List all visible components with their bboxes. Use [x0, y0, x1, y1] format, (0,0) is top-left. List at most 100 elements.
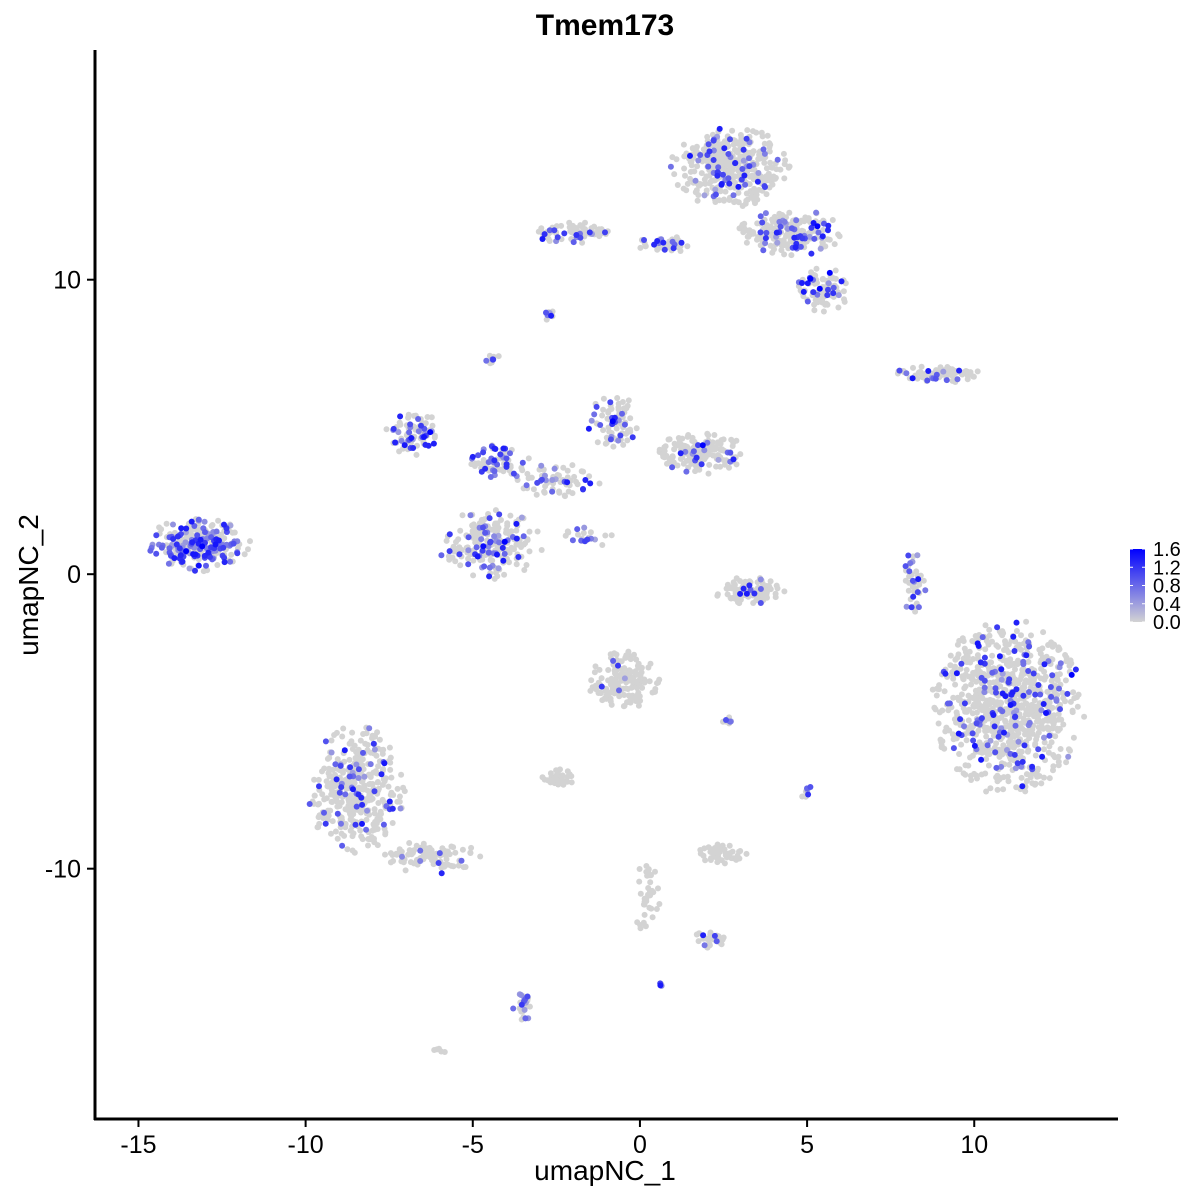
cell-point [982, 770, 989, 777]
cell-point [415, 416, 422, 422]
cell-point [495, 524, 502, 531]
cell-point [431, 854, 438, 861]
cell-point [735, 183, 742, 190]
cell-point [441, 1049, 448, 1055]
cell-point [903, 603, 910, 610]
cell-point [441, 863, 448, 870]
cell-point [757, 576, 764, 583]
cell-point [158, 544, 165, 551]
cell-point [571, 473, 578, 480]
cell-point [815, 229, 822, 236]
cell-point [707, 857, 714, 863]
cell-point [495, 532, 502, 539]
cell-point [936, 709, 943, 716]
cell-point [1011, 751, 1018, 758]
cell-point [1048, 677, 1055, 684]
cell-point [408, 435, 415, 441]
cell-point [597, 422, 604, 428]
cell-point [194, 532, 201, 539]
cell-point [624, 437, 631, 444]
cell-point [389, 805, 396, 812]
cell-point [1030, 670, 1037, 677]
cell-point [776, 211, 783, 217]
cell-point [494, 551, 500, 558]
cell-point [978, 715, 985, 722]
cell-point [510, 470, 517, 477]
cell-point [693, 454, 700, 461]
cell-point [641, 237, 647, 243]
cell-point [602, 532, 609, 539]
cell-point [724, 591, 731, 598]
cell-point [507, 450, 513, 457]
cell-point [573, 478, 580, 485]
cell-point [477, 853, 484, 860]
cell-point [746, 163, 753, 170]
cell-point [953, 735, 960, 742]
cell-point [361, 773, 368, 780]
cell-point [692, 189, 699, 196]
cell-point [979, 695, 986, 702]
cell-point [579, 239, 586, 246]
cell-point [446, 531, 453, 538]
cell-point [774, 156, 781, 163]
cell-point [979, 749, 986, 756]
cell-point [717, 463, 724, 470]
cell-point [405, 414, 412, 421]
cell-point [215, 517, 222, 524]
cell-point [640, 919, 647, 926]
cell-point [195, 562, 202, 569]
cell-point [375, 785, 382, 792]
scatter-points [147, 125, 1088, 1055]
cell-point [556, 489, 563, 496]
cell-point [538, 547, 545, 553]
cell-point [212, 541, 219, 548]
cell-point [983, 733, 990, 740]
cell-point [422, 420, 429, 427]
cell-point [369, 735, 375, 742]
cell-point [620, 441, 627, 448]
cell-point [147, 547, 154, 554]
cell-point [1057, 660, 1064, 667]
cell-point [998, 666, 1005, 673]
cell-point [1007, 756, 1014, 763]
cell-point [220, 544, 227, 551]
cell-point [364, 795, 371, 802]
cell-point [707, 929, 714, 936]
cell-point [726, 851, 733, 858]
cell-point [604, 415, 611, 422]
cell-point [504, 520, 511, 527]
cell-point [996, 653, 1003, 660]
cell-point [959, 673, 966, 680]
x-tick-label: 10 [960, 1131, 988, 1159]
cell-point [1036, 687, 1043, 693]
cell-point [982, 646, 989, 653]
cell-point [760, 594, 767, 601]
cell-point [475, 452, 482, 459]
cell-point [503, 455, 510, 462]
cell-point [526, 474, 532, 481]
cell-point [669, 154, 676, 161]
cell-point [221, 554, 228, 561]
cell-point [959, 635, 966, 642]
cell-point [712, 191, 719, 198]
cell-point [1023, 618, 1030, 625]
cell-point [920, 577, 927, 584]
cell-point [994, 786, 1001, 793]
cell-point [686, 455, 693, 462]
cell-point [909, 583, 916, 590]
cell-point [660, 239, 667, 246]
cell-point [1012, 666, 1018, 673]
cell-point [1051, 641, 1058, 648]
colorbar-label: 0.8 [1153, 576, 1181, 598]
cell-point [170, 536, 177, 542]
cell-point [732, 198, 739, 205]
cell-point [510, 1005, 517, 1012]
cell-point [1015, 680, 1022, 687]
x-axis-ticks: -15 -10 -5 0 5 10 [120, 1119, 988, 1159]
cell-point [179, 558, 186, 565]
cell-point [1008, 738, 1014, 745]
cell-point [1025, 668, 1032, 674]
cell-point [473, 535, 480, 542]
cell-point [347, 827, 354, 834]
cell-point [578, 468, 585, 475]
